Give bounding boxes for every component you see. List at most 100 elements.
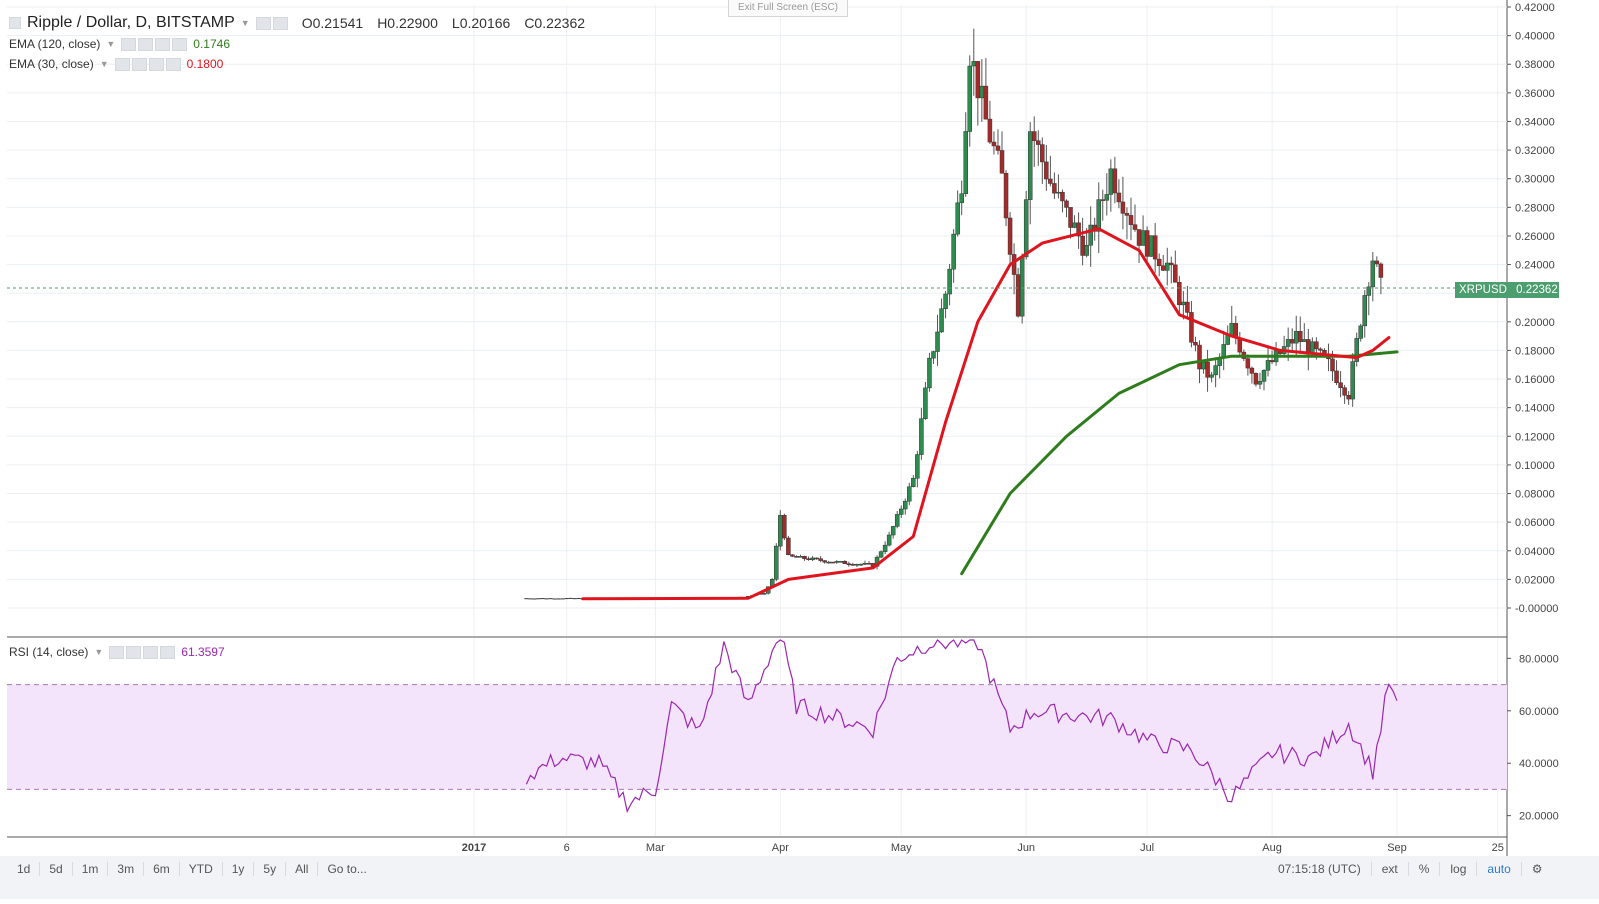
candle-body [979,85,985,99]
candle-body [1068,207,1073,228]
candle-body [890,526,896,536]
candle-body [774,545,779,580]
ema120-name: EMA (120, close) [9,37,101,51]
range-6m-button[interactable]: 6m [144,862,180,876]
candle-body [1209,374,1214,378]
ema30-name: EMA (30, close) [9,57,94,71]
candle-body [842,561,848,564]
exit-fullscreen-button[interactable]: Exit Full Screen (ESC) [728,0,848,17]
price-tick-label: 0.34000 [1515,116,1555,128]
range-1d-button[interactable]: 1d [8,862,41,876]
candle-body [1128,215,1134,225]
candle-body [939,308,944,333]
candle-body [1072,222,1077,228]
candle-body [818,558,823,561]
candle-body [1048,178,1053,184]
chevron-down-icon[interactable]: ▼ [99,59,109,69]
time-tick-label: Jun [1017,842,1035,854]
candle-body [995,145,1001,151]
symbol-settings-icons[interactable] [255,16,288,30]
candle-body [1302,339,1307,342]
time-tick-label: 25 [1492,842,1504,854]
chevron-down-icon[interactable]: ▼ [106,39,116,49]
rsi-legend[interactable]: RSI (14, close) ▼ 61.3597 [9,645,225,659]
indicator-settings-icons[interactable] [121,37,188,51]
range-1y-button[interactable]: 1y [223,862,255,876]
candle-body [987,118,993,143]
price-tick-label: 0.20000 [1515,317,1555,329]
ema120-legend[interactable]: EMA (120, close) ▼ 0.1746 [9,37,230,51]
price-tick-label: 0.30000 [1515,174,1555,186]
candle-body [778,515,783,547]
gear-icon[interactable]: ⚙ [1520,862,1553,876]
candle-body [1189,312,1194,343]
candle-body [991,141,997,147]
ohlc-open: O0.21541 [301,15,364,31]
ext-button[interactable]: ext [1370,862,1408,876]
candle-body [1249,367,1255,374]
ema30-legend[interactable]: EMA (30, close) ▼ 0.1800 [9,57,223,71]
candle-body [806,558,811,561]
symbol-title: Ripple / Dollar, D, BITSTAMP [27,14,235,31]
price-tick-label: 0.12000 [1515,431,1555,443]
candle-body [1148,235,1154,257]
chevron-down-icon[interactable]: ▼ [240,18,250,28]
rsi-value: 61.3597 [181,645,225,659]
price-tick-label: 0.38000 [1515,59,1555,71]
percent-button[interactable]: % [1407,862,1440,876]
time-tick-label: 6 [564,842,570,854]
candle-body [1100,199,1106,201]
candle-body [1173,264,1178,283]
candle-body [911,477,916,487]
candle-body [1213,365,1218,376]
candle-body [1015,274,1021,317]
collapse-icon[interactable] [9,17,21,29]
range-ytd-button[interactable]: YTD [180,862,223,876]
chart-header: Ripple / Dollar, D, BITSTAMP ▼ O0.21541 … [9,14,585,32]
candle-body [1370,260,1376,288]
candle-body [782,515,787,539]
candle-body [1007,217,1013,255]
candle-body [1120,201,1126,214]
price-tick-label: 0.14000 [1515,403,1555,415]
time-tick-label: Apr [772,842,789,854]
indicator-settings-icons[interactable] [109,645,176,659]
candle-body [1156,258,1162,267]
candle-body [1378,263,1384,278]
candle-body [915,454,920,479]
candle-body [1003,173,1009,219]
candle-body [1104,194,1110,201]
candle-body [1160,265,1166,271]
candle-body [907,486,912,502]
chevron-down-icon[interactable]: ▼ [94,647,104,657]
candle-body [761,592,767,595]
rsi-tick-label: 80.0000 [1519,653,1559,665]
ema30-line [581,227,1391,601]
log-button[interactable]: log [1439,862,1476,876]
candle-body [810,557,815,561]
range-3m-button[interactable]: 3m [108,862,145,876]
candle-body [923,387,928,419]
range-all-button[interactable]: All [286,862,319,876]
price-tick-label: 0.36000 [1515,88,1555,100]
candle-body [1181,301,1186,306]
last-price-value: 0.22362 [1516,284,1558,296]
candle-body [834,561,840,563]
ohlc-low: L0.20166 [451,15,511,31]
candle-body [1318,348,1323,351]
price-tick-label: -0.00000 [1515,603,1558,615]
price-tick-label: 0.04000 [1515,546,1555,558]
range-5y-button[interactable]: 5y [254,862,287,876]
candle-body [1124,213,1130,216]
indicator-settings-icons[interactable] [114,57,181,71]
range-1m-button[interactable]: 1m [73,862,109,876]
goto-button[interactable]: Go to... [327,862,367,876]
range-5d-button[interactable]: 5d [40,862,73,876]
auto-button[interactable]: auto [1476,862,1520,876]
ohlc-high: H0.22900 [377,15,438,31]
candle-body [1261,370,1267,382]
price-tick-label: 0.02000 [1515,574,1555,586]
rsi-tick-label: 60.0000 [1519,706,1559,718]
